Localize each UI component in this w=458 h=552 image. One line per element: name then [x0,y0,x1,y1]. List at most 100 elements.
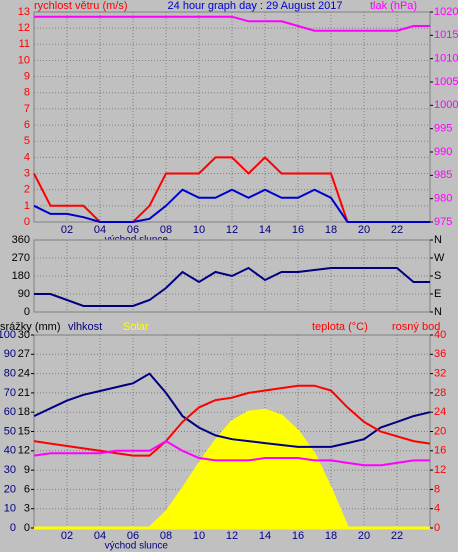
x-tick-label: 18 [325,224,337,236]
y2-tick-label: 12 [434,464,446,476]
y2-tick-label: 1020 [434,6,458,18]
solar-area [34,408,430,530]
y2-tick-label: 980 [434,193,452,205]
y-tick-label: 1 [24,200,30,212]
y-tick-label: 2 [24,184,30,196]
x-tick-label: 10 [193,224,205,236]
y2-tick-label: N [434,234,442,246]
y3-tick-label: 27 [18,348,30,360]
y2-tick-label: 8 [434,483,440,495]
y2-tick-label: 990 [434,146,452,158]
y3-tick-label: 18 [18,406,30,418]
y-tick-label: 90 [4,348,16,360]
pressure-label: tlak (hPa) [370,0,417,12]
y-tick-label: 50 [4,425,16,437]
y2-tick-label: 28 [434,387,446,399]
y3-tick-label: 21 [18,387,30,399]
y3-tick-label: 0 [24,522,30,534]
y-tick-label: 12 [18,22,30,34]
y-tick-label: 13 [18,6,30,18]
series-line [34,266,430,307]
y-tick-label: 40 [4,445,16,457]
x-tick-label: 08 [160,224,172,236]
y-tick-label: 90 [18,288,30,300]
x-tick-label: 20 [358,224,370,236]
y3-tick-label: 6 [24,483,30,495]
y-tick-label: 3 [24,167,30,179]
y-tick-label: 80 [4,368,16,380]
y-tick-label: 0 [24,306,30,318]
y3-tick-label: 9 [24,464,30,476]
y2-tick-label: 32 [434,368,446,380]
y2-tick-label: 1010 [434,53,458,65]
y2-tick-label: 1000 [434,99,458,111]
y3-tick-label: 30 [18,329,30,341]
x-tick-label: 12 [226,530,238,542]
x-tick-label: 06 [127,224,139,236]
y-tick-label: 20 [4,483,16,495]
y2-tick-label: N [434,306,442,318]
solar-label: Solar [123,321,149,333]
y-tick-label: 180 [12,270,30,282]
y2-tick-label: 1015 [434,29,458,41]
y-tick-label: 11 [19,38,30,50]
y-tick-label: 5 [24,135,30,147]
y2-tick-label: 36 [434,348,446,360]
series-line [33,439,430,467]
x-tick-label: 20 [358,530,370,542]
y-tick-label: 4 [24,151,30,163]
y-tick-label: 70 [4,387,16,399]
y-tick-label: 0 [10,522,16,534]
y2-tick-label: 1005 [434,76,458,88]
series-line [33,384,431,457]
annotation: východ slunce [105,541,169,552]
rain-label: srážky (mm) [0,321,61,333]
chart-title: 24 hour graph day : 29 August 2017 [168,0,343,12]
y2-tick-label: 4 [434,503,440,515]
x-tick-label: 16 [292,530,304,542]
x-tick-label: 10 [193,530,205,542]
y2-tick-label: 0 [434,522,440,534]
x-tick-label: 16 [292,224,304,236]
x-tick-label: 02 [61,224,73,236]
y2-tick-label: 995 [434,123,452,135]
y-tick-label: 30 [4,464,16,476]
x-tick-label: 12 [226,224,238,236]
y-tick-label: 6 [24,119,30,131]
x-tick-label: 02 [61,530,73,542]
x-tick-label: 14 [259,224,271,236]
y2-tick-label: 20 [434,425,446,437]
y3-tick-label: 15 [18,425,30,437]
x-tick-label: 08 [160,530,172,542]
y-tick-label: 9 [24,71,30,83]
y2-tick-label: E [434,288,441,300]
y2-tick-label: 985 [434,169,452,181]
temp-label: teplota (°C) [312,321,368,333]
y2-tick-label: 40 [434,329,446,341]
x-tick-label: 18 [325,530,337,542]
series-line [34,15,430,32]
x-tick-label: 04 [94,224,106,236]
y2-tick-label: W [434,252,445,264]
y-tick-label: 270 [12,252,30,264]
y-tick-label: 7 [24,103,30,115]
y-tick-label: 100 [0,329,16,341]
y3-tick-label: 12 [18,445,30,457]
series-line [33,372,431,448]
y-tick-label: 60 [4,406,16,418]
y-tick-label: 360 [12,234,30,246]
y-tick-label: 0 [24,216,30,228]
y2-tick-label: 16 [434,445,446,457]
y-tick-label: 10 [4,503,16,515]
x-tick-label: 06 [127,530,139,542]
y-tick-label: 8 [24,87,30,99]
y2-tick-label: 24 [434,406,446,418]
humidity-label: vlhkost [68,321,102,333]
series-line [33,188,430,223]
y3-tick-label: 3 [24,503,30,515]
dew-label: rosný bod [392,321,440,333]
y2-tick-label: 975 [434,216,452,228]
wind-label: rychlost větru (m/s) [34,0,128,12]
x-tick-label: 22 [391,224,403,236]
